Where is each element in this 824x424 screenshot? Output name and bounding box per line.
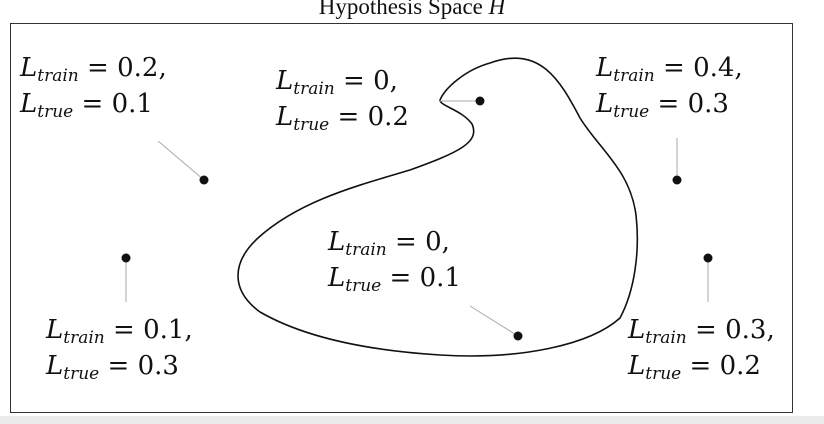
- point-label-mid-left: Ltrain = 0.1, Ltrue = 0.3: [46, 312, 193, 384]
- hypothesis-point: [199, 175, 209, 185]
- true-loss-row: Ltrue = 0.1: [20, 89, 153, 122]
- hypothesis-point: [703, 253, 713, 263]
- train-loss-row: Ltrain = 0.1,: [46, 315, 193, 348]
- leader-line: [157, 140, 205, 181]
- hypothesis-point: [513, 331, 523, 341]
- train-loss-row: Ltrain = 0.3,: [628, 315, 775, 348]
- point-label-top-left: Ltrain = 0.2, Ltrue = 0.1: [20, 50, 167, 122]
- train-loss-row: Ltrain = 0,: [328, 227, 450, 260]
- leader-line: [469, 305, 519, 337]
- hypothesis-point: [121, 253, 131, 263]
- zero-train-loss-region: [237, 57, 639, 357]
- point-label-region-center: Ltrain = 0, Ltrue = 0.1: [328, 224, 461, 296]
- diagram-title: Hypothesis Space H: [0, 0, 824, 20]
- true-loss-row: Ltrue = 0.2: [276, 102, 409, 135]
- true-loss-row: Ltrue = 0.3: [596, 89, 729, 122]
- train-loss-row: Ltrain = 0,: [276, 66, 398, 99]
- hypothesis-point: [672, 175, 682, 185]
- title-symbol: H: [488, 0, 506, 19]
- train-loss-row: Ltrain = 0.2,: [20, 53, 167, 86]
- bottom-bar: [0, 416, 824, 424]
- point-label-top-right: Ltrain = 0.4, Ltrue = 0.3: [596, 50, 743, 122]
- point-label-mid-right: Ltrain = 0.3, Ltrue = 0.2: [628, 312, 775, 384]
- title-text: Hypothesis Space: [318, 0, 483, 19]
- true-loss-row: Ltrue = 0.1: [328, 263, 461, 296]
- true-loss-row: Ltrue = 0.3: [46, 351, 179, 384]
- hypothesis-space-frame: [10, 23, 793, 413]
- true-loss-row: Ltrue = 0.2: [628, 351, 761, 384]
- hypothesis-point: [475, 96, 485, 106]
- point-label-region-hook: Ltrain = 0, Ltrue = 0.2: [276, 63, 409, 135]
- train-loss-row: Ltrain = 0.4,: [596, 53, 743, 86]
